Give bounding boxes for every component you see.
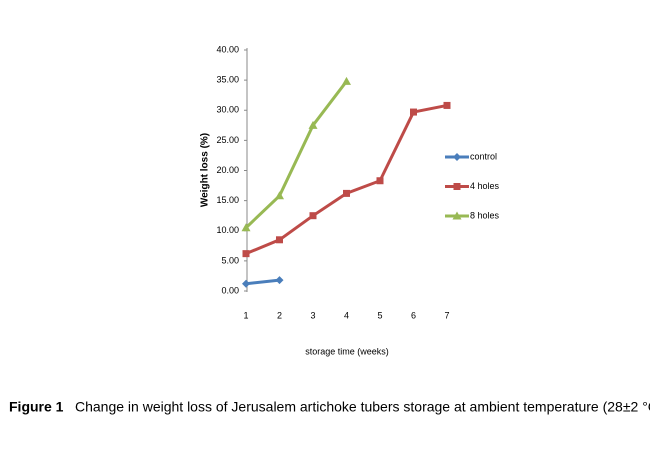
x-tick-label: 6 [411, 310, 416, 320]
marker [241, 223, 251, 232]
x-tick-label: 5 [377, 310, 382, 320]
marker [242, 279, 250, 288]
marker [376, 177, 384, 185]
y-axis-label: Weight loss (%) [200, 133, 211, 207]
x-tick-label: 1 [243, 310, 248, 320]
legend-label: control [470, 151, 497, 161]
y-tick-label: 30.00 [216, 105, 239, 115]
y-tick-label: 15.00 [216, 195, 239, 205]
marker [410, 108, 417, 116]
caption-label: Figure 1 [9, 399, 64, 415]
y-tick-label: 35.00 [216, 75, 239, 85]
y-tick-label: 0.00 [221, 285, 239, 295]
marker [309, 212, 317, 220]
marker [453, 183, 461, 190]
x-axis-label: storage time (weeks) [305, 346, 389, 356]
marker [275, 191, 284, 200]
marker [308, 120, 318, 129]
series-line [244, 80, 348, 229]
x-tick-label: 4 [344, 310, 349, 320]
caption: Change in weight loss of Jerusalem artic… [75, 399, 650, 415]
marker [275, 276, 284, 285]
marker [453, 153, 461, 161]
series-line [245, 278, 280, 286]
marker [242, 250, 250, 258]
x-tick-label: 3 [310, 310, 315, 320]
marker [276, 236, 283, 244]
y-tick-label: 25.00 [216, 135, 239, 145]
y-tick-label: 5.00 [221, 255, 239, 265]
marker [443, 101, 451, 109]
marker [342, 76, 351, 85]
marker [343, 189, 350, 197]
legend-label: 4 holes [470, 181, 500, 191]
marker [452, 211, 462, 220]
y-tick-label: 20.00 [216, 165, 239, 175]
x-tick-label: 2 [277, 310, 282, 320]
y-tick-label: 40.00 [216, 44, 239, 54]
x-tick-label: 7 [444, 310, 449, 320]
y-tick-label: 10.00 [216, 225, 239, 235]
legend-label: 8 holes [470, 210, 500, 220]
